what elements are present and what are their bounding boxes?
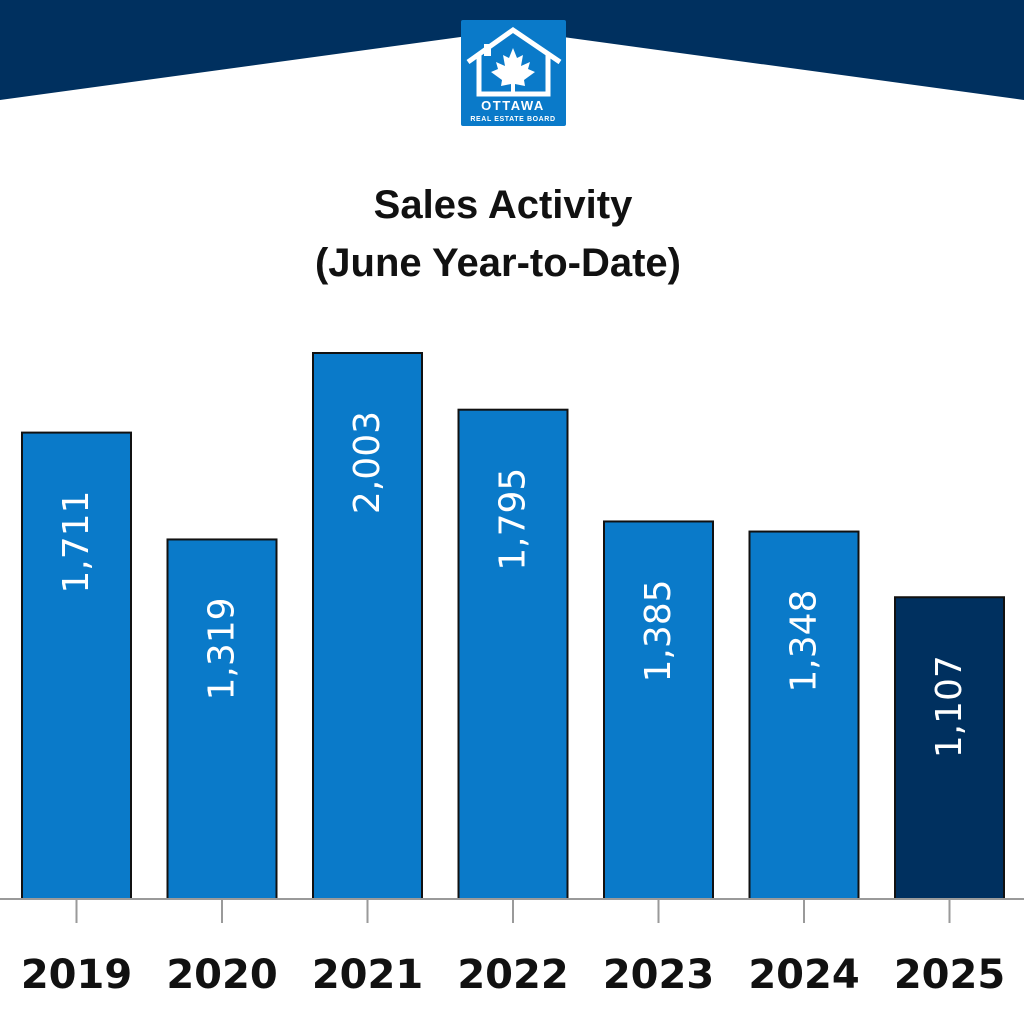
tick-label-2019: 2019: [21, 952, 132, 998]
ottawa-real-estate-board-logo: OTTAWA REAL ESTATE BOARD: [461, 20, 566, 126]
tick-label-2023: 2023: [603, 952, 714, 998]
bars-group: [21, 352, 1005, 900]
bar-2021: [312, 352, 423, 900]
tick-label-2025: 2025: [894, 952, 1005, 998]
logo-line-1: OTTAWA: [481, 98, 545, 113]
value-label-2024: 1,348: [784, 590, 825, 693]
tick-label-2024: 2024: [748, 952, 859, 998]
house-outline-icon: [466, 26, 562, 97]
tick-label-2021: 2021: [312, 952, 423, 998]
value-label-2020: 1,319: [202, 597, 243, 700]
chart-subtitle: (June Year-to-Date): [315, 241, 681, 285]
value-label-2025: 1,107: [929, 655, 970, 758]
bar-2022: [457, 408, 569, 900]
value-label-2021: 2,003: [347, 411, 388, 514]
value-label-2019: 1,711: [56, 491, 97, 594]
x-axis-ticks: [75, 899, 951, 923]
value-labels-group: 1,711 1,319 2,003 1,795 1,385 1,348 1,107: [56, 411, 970, 758]
maple-leaf-icon: [491, 48, 535, 92]
bar-2023: [603, 520, 714, 900]
value-label-2022: 1,795: [493, 468, 534, 571]
bar-2019: [21, 431, 132, 900]
tick-label-2022: 2022: [457, 952, 568, 998]
value-label-2023: 1,385: [638, 579, 679, 682]
logo-line-2: REAL ESTATE BOARD: [470, 116, 555, 123]
bar-2024: [748, 530, 860, 900]
header-band: [0, 0, 1024, 100]
x-axis-tick-labels: 2019 2020 2021 2022 2023 2024 2025: [21, 952, 1005, 998]
bar-2020: [166, 538, 278, 900]
chart-title: Sales Activity: [374, 183, 633, 227]
tick-label-2020: 2020: [166, 952, 277, 998]
